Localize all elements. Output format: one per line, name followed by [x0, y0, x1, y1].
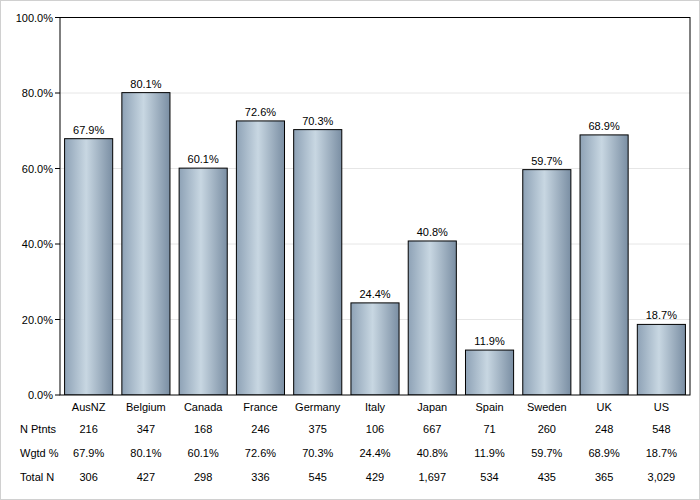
category-label: Spain — [475, 401, 503, 413]
tick-mark — [55, 168, 60, 169]
category-label: UK — [596, 401, 612, 413]
bar — [122, 93, 170, 395]
category-label: Belgium — [126, 401, 166, 413]
category-label: US — [654, 401, 669, 413]
data-label: 80.1% — [130, 78, 161, 90]
table-cell: 71 — [483, 423, 495, 435]
data-label: 70.3% — [302, 115, 333, 127]
plot-frame — [60, 18, 690, 396]
table-cell: 24.4% — [359, 447, 390, 459]
table-cell: 435 — [538, 471, 556, 483]
table-cell: 534 — [480, 471, 498, 483]
table-cell: 336 — [251, 471, 269, 483]
table-cell: 3,029 — [648, 471, 676, 483]
table-cell: 1,697 — [419, 471, 447, 483]
tick-label: 40.0% — [22, 238, 53, 250]
table-cell: 306 — [79, 471, 97, 483]
tick-label: 0.0% — [28, 389, 53, 401]
tick-label: 100.0% — [16, 12, 54, 24]
table-cell: 246 — [251, 423, 269, 435]
bar — [351, 303, 399, 395]
bar — [294, 130, 342, 395]
table-cell: 375 — [309, 423, 327, 435]
table-cell: 80.1% — [130, 447, 161, 459]
tick-mark — [55, 244, 60, 245]
category-label: France — [243, 401, 277, 413]
data-label: 40.8% — [417, 226, 448, 238]
table-cell: 60.1% — [188, 447, 219, 459]
table-row-label: Wgtd % — [20, 447, 59, 459]
table-cell: 11.9% — [474, 447, 505, 459]
table-row-label: N Ptnts — [20, 423, 57, 435]
category-label: Japan — [417, 401, 447, 413]
table-cell: 248 — [595, 423, 613, 435]
category-label: Germany — [295, 401, 341, 413]
data-label: 72.6% — [245, 106, 276, 118]
tick-label: 80.0% — [22, 87, 53, 99]
table-cell: 216 — [79, 423, 97, 435]
bar — [179, 168, 227, 395]
bar — [408, 241, 456, 395]
data-label: 24.4% — [359, 288, 390, 300]
table-cell: 72.6% — [245, 447, 276, 459]
bar — [580, 135, 628, 395]
category-label: Sweden — [527, 401, 567, 413]
data-label: 60.1% — [188, 153, 219, 165]
bars — [65, 93, 686, 395]
bar — [465, 350, 513, 395]
chart: 0.0% 20.0% 40.0% 60.0% 80.0% 100.0% 67.9% 80.1%… — [0, 0, 700, 500]
table-cell: 667 — [423, 423, 441, 435]
table-cell: 260 — [538, 423, 556, 435]
tick-mark — [55, 395, 60, 396]
table-row-label: Total N — [20, 471, 54, 483]
data-label: 68.9% — [588, 120, 619, 132]
table-cell: 40.8% — [417, 447, 448, 459]
table-cell: 298 — [194, 471, 212, 483]
table-cell: 429 — [366, 471, 384, 483]
table-cell: 545 — [309, 471, 327, 483]
tick-mark — [55, 319, 60, 320]
table-cell: 106 — [366, 423, 384, 435]
data-label: 67.9% — [73, 124, 104, 136]
tick-label: 60.0% — [22, 163, 53, 175]
data-label: 18.7% — [646, 309, 677, 321]
background — [1, 1, 700, 500]
table-cell: 59.7% — [531, 447, 562, 459]
data-label: 11.9% — [474, 335, 505, 347]
bar — [65, 139, 113, 395]
tick-label: 20.0% — [22, 314, 53, 326]
data-label: 59.7% — [531, 155, 562, 167]
tick-mark — [55, 93, 60, 94]
table-cell: 427 — [137, 471, 155, 483]
bar — [523, 170, 571, 395]
table-cell: 168 — [194, 423, 212, 435]
category-label: Italy — [365, 401, 386, 413]
bar — [236, 121, 284, 395]
table-cell: 347 — [137, 423, 155, 435]
table-cell: 18.7% — [646, 447, 677, 459]
bar — [637, 324, 685, 395]
table-cell: 67.9% — [73, 447, 104, 459]
tick-mark — [55, 17, 60, 18]
category-label: AusNZ — [72, 401, 106, 413]
table-cell: 70.3% — [302, 447, 333, 459]
table-cell: 548 — [652, 423, 670, 435]
category-label: Canada — [184, 401, 223, 413]
table-cell: 365 — [595, 471, 613, 483]
table-cell: 68.9% — [588, 447, 619, 459]
